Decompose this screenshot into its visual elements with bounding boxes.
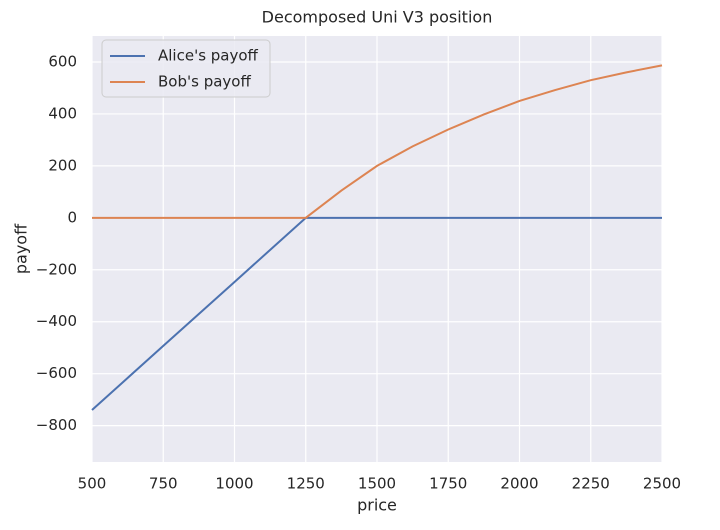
legend-label: Bob's payoff [158, 73, 251, 91]
y-tick-label: −800 [36, 416, 77, 434]
x-tick-label: 1250 [287, 475, 325, 493]
y-tick-label: 200 [48, 156, 77, 174]
y-tick-label: 600 [48, 52, 77, 70]
y-tick-label: −200 [36, 260, 77, 278]
y-tick-label: −400 [36, 312, 77, 330]
y-tick-label: 0 [67, 208, 77, 226]
x-tick-label: 750 [149, 475, 178, 493]
legend: Alice's payoff Bob's payoff [101, 39, 271, 98]
x-tick-label: 1000 [215, 475, 253, 493]
legend-label: Alice's payoff [158, 47, 259, 65]
x-tick-label: 2500 [643, 475, 681, 493]
series-line [92, 64, 663, 219]
y-tick-label: −600 [36, 364, 77, 382]
lines [91, 64, 663, 411]
x-tick-label: 1500 [358, 475, 396, 493]
x-tick-label: 2250 [572, 475, 610, 493]
x-axis-label: price [357, 496, 397, 515]
chart-title: Decomposed Uni V3 position [262, 8, 493, 27]
x-tick-label: 500 [78, 475, 107, 493]
y-axis-label: payoff [12, 223, 31, 274]
series-line [91, 216, 662, 411]
x-tick-label: 2000 [500, 475, 538, 493]
x-tick-label: 1750 [429, 475, 467, 493]
y-tick-label: 400 [48, 104, 77, 122]
